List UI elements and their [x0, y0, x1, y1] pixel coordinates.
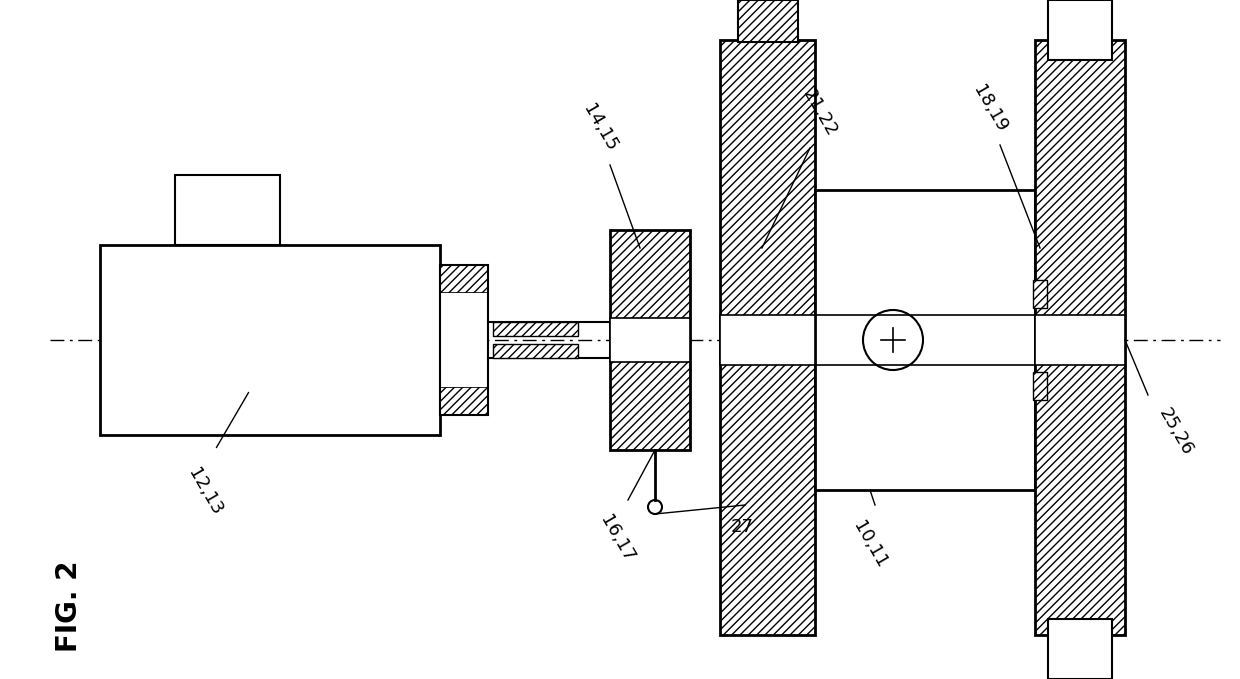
Bar [1035, 315, 1125, 365]
Text: 25,26: 25,26 [1154, 405, 1197, 459]
Bar [440, 293, 489, 387]
Bar [440, 387, 489, 415]
Bar [100, 245, 440, 435]
Bar [1048, 619, 1112, 679]
Text: 14,15: 14,15 [579, 101, 621, 155]
Bar [815, 190, 1035, 490]
Bar [440, 265, 489, 415]
Bar [494, 322, 578, 336]
Bar [175, 175, 280, 245]
Text: 21,22: 21,22 [800, 86, 841, 140]
Bar [1033, 280, 1047, 308]
Bar [610, 230, 689, 450]
Text: 18,19: 18,19 [970, 81, 1011, 135]
Bar [494, 344, 578, 358]
Text: FIG. 2: FIG. 2 [55, 560, 83, 651]
Bar [738, 0, 799, 42]
Bar [610, 318, 689, 362]
Bar [1048, 0, 1112, 60]
Text: 12,13: 12,13 [185, 465, 226, 519]
Bar [440, 265, 489, 293]
Bar [1033, 372, 1047, 400]
Text: 16,17: 16,17 [596, 512, 637, 566]
Text: 10,11: 10,11 [849, 518, 890, 571]
Bar [720, 40, 815, 635]
Text: 27: 27 [730, 518, 754, 536]
Bar [1035, 40, 1125, 635]
Bar [720, 315, 815, 365]
